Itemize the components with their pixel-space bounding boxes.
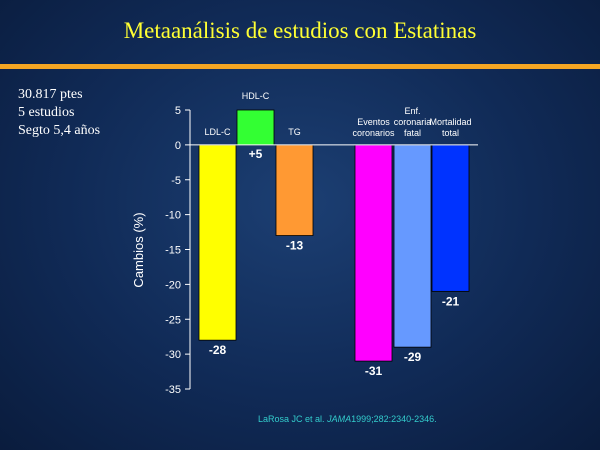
- bar-value-label: -13: [286, 239, 304, 253]
- y-tick-label: -5: [171, 175, 181, 187]
- study-info-studies: 5 estudios: [18, 105, 75, 120]
- bar-category-label: HDL-C: [242, 91, 270, 101]
- study-info-patients: 30.817 ptes: [18, 87, 83, 102]
- citation-authors: LaRosa JC et al.: [258, 414, 325, 424]
- bar-category-label: Mortalidad: [429, 117, 471, 127]
- citation-journal: JAMA: [327, 414, 352, 424]
- bar-value-label: -21: [442, 294, 460, 308]
- bar-value-label: -28: [209, 343, 227, 357]
- bar-value-label: -31: [365, 364, 383, 378]
- y-tick-label: -20: [165, 279, 181, 291]
- y-tick-label: -10: [165, 210, 181, 222]
- y-tick-label: 5: [175, 105, 181, 117]
- study-info: 30.817 ptes 5 estudios Segto 5,4 años: [18, 86, 100, 140]
- y-tick-label: -15: [165, 245, 181, 257]
- y-tick-label: -35: [165, 384, 181, 396]
- bar-1: [236, 109, 275, 146]
- bar-0: [198, 144, 237, 341]
- bar-value-label: +5: [249, 147, 263, 161]
- bar-category-label: TG: [288, 127, 301, 137]
- bar-5: [431, 144, 470, 292]
- bar-4: [393, 144, 432, 348]
- bar-category-label: fatal: [404, 128, 421, 138]
- title-rule: [0, 64, 600, 69]
- y-tick-label: 0: [175, 140, 181, 152]
- bar-value-label: -29: [404, 350, 422, 364]
- bar-category-label: coronarios: [352, 128, 395, 138]
- bar-3: [354, 144, 393, 362]
- y-tick-label: -30: [165, 349, 181, 361]
- study-info-followup: Segto 5,4 años: [18, 123, 101, 138]
- bar-2: [275, 144, 314, 236]
- y-tick-label: -25: [165, 314, 181, 326]
- slide-title: Metaanálisis de estudios con Estatinas: [123, 18, 477, 43]
- bar-category-label: Eventos: [357, 117, 390, 127]
- y-axis-label: Cambios (%): [131, 212, 146, 287]
- bar-category-label: coronaria: [394, 117, 432, 127]
- citation-details: 1999;282:2340-2346.: [351, 414, 437, 424]
- citation: LaRosa JC et al. JAMA1999;282:2340-2346.: [258, 414, 437, 424]
- bar-category-label: Enf.: [404, 106, 420, 116]
- bar-category-label: LDL-C: [204, 127, 231, 137]
- bar-category-label: total: [442, 128, 459, 138]
